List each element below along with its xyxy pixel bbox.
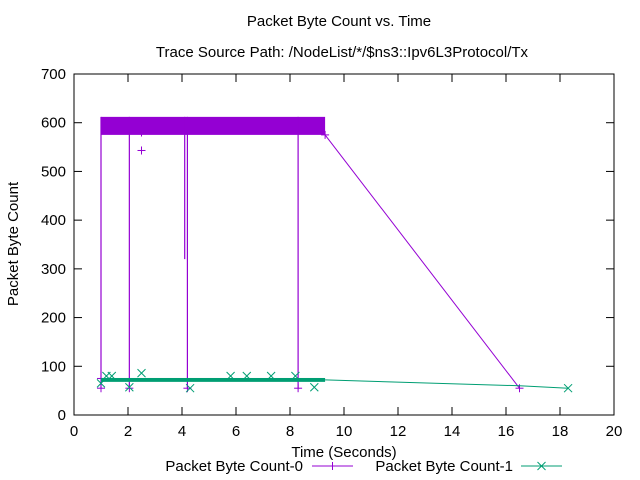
- x-tick-label: 20: [606, 423, 623, 440]
- legend-marker-0: [328, 462, 337, 470]
- chart-subtitle: Trace Source Path: /NodeList/*/$ns3::Ipv…: [156, 44, 529, 61]
- series-1-point: [96, 378, 106, 388]
- x-tick-label: 16: [498, 423, 515, 440]
- x-tick-label: 0: [70, 423, 78, 440]
- series-0-band: [101, 116, 326, 135]
- series-1-point: [309, 382, 319, 392]
- series-1-point: [226, 371, 235, 381]
- series-0-line: [324, 134, 520, 389]
- legend-marker-1: [537, 461, 546, 471]
- y-tick-label: 400: [41, 212, 66, 229]
- x-tick-label: 6: [232, 423, 240, 440]
- series-0: [97, 116, 524, 393]
- series-1-line: [325, 379, 569, 389]
- series-0-point: [97, 384, 105, 393]
- x-axis-label: Time (Seconds): [291, 444, 396, 461]
- y-tick-label: 600: [41, 115, 66, 132]
- x-tick-label: 10: [336, 423, 353, 440]
- series-1-point: [124, 382, 134, 392]
- series-0-point: [294, 384, 303, 393]
- y-axis: 0 100 200 300 400 500 600 700: [41, 66, 614, 424]
- series-1-point: [563, 383, 573, 393]
- chart-title: Packet Byte Count vs. Time: [247, 13, 431, 30]
- y-tick-label: 100: [41, 358, 66, 375]
- series-1-point: [291, 371, 300, 381]
- series-1-point: [242, 371, 252, 381]
- series-0-point: [137, 128, 146, 137]
- series-0-point: [125, 384, 134, 393]
- legend: Packet Byte Count-0 Packet Byte Count-1: [165, 458, 562, 475]
- legend-label-1: Packet Byte Count-1: [375, 458, 513, 475]
- y-tick-label: 300: [41, 261, 66, 278]
- series-1-point: [266, 371, 276, 381]
- x-tick-label: 18: [552, 423, 569, 440]
- series-1-band: [101, 377, 326, 382]
- x-tick-label: 14: [444, 423, 461, 440]
- series-0-point: [321, 130, 330, 139]
- y-tick-label: 0: [58, 407, 66, 424]
- series-0-point: [137, 146, 146, 155]
- x-axis: 0 2 4 6 8 10 12 14 16 18 20: [70, 74, 623, 440]
- x-tick-label: 12: [390, 423, 407, 440]
- series-layer: [96, 116, 573, 393]
- y-tick-label: 700: [41, 66, 66, 83]
- x-tick-label: 2: [124, 423, 132, 440]
- y-axis-label: Packet Byte Count: [5, 181, 22, 306]
- series-1: [96, 368, 573, 393]
- x-tick-label: 8: [286, 423, 294, 440]
- series-1-point: [107, 371, 117, 381]
- y-tick-label: 500: [41, 163, 66, 180]
- legend-label-0: Packet Byte Count-0: [165, 458, 303, 475]
- series-1-point: [137, 368, 146, 378]
- x-tick-label: 4: [178, 423, 186, 440]
- y-tick-label: 200: [41, 310, 66, 327]
- series-1-point: [185, 383, 195, 393]
